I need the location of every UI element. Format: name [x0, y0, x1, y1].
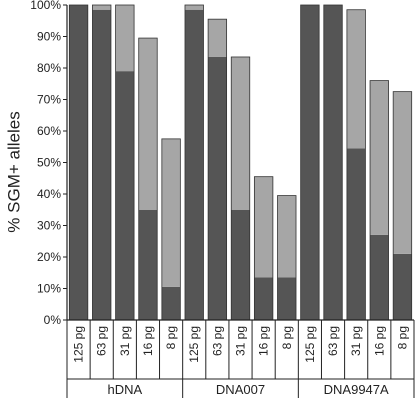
y-axis-title: % SGM+ alleles	[4, 111, 23, 232]
x-tick-label: 16 pg	[141, 326, 155, 356]
bar-dark-segment	[300, 5, 320, 320]
y-tick-label: 90%	[37, 30, 61, 44]
x-tick-label: 31 pg	[234, 326, 248, 356]
bar-dark-segment	[254, 277, 273, 320]
group-label: DNA9947A	[324, 382, 389, 397]
x-tick-label: 16 pg	[257, 326, 271, 356]
y-tick-label: 70%	[37, 93, 61, 107]
x-tick-label: 63 pg	[95, 326, 109, 356]
bar-dark-segment	[231, 209, 250, 320]
y-tick-label: 80%	[37, 61, 61, 75]
group-labels: hDNA DNA007 DNA9947A	[107, 382, 389, 397]
x-tick-label: 125 pg	[72, 326, 86, 363]
bar-dark-segment	[346, 148, 366, 320]
bar-dark-segment	[184, 9, 204, 320]
bar-dark-segment	[138, 209, 158, 320]
group-label: hDNA	[107, 382, 142, 397]
bar-dark-segment	[161, 286, 181, 320]
bar-light-segment	[92, 5, 111, 10]
bar-light-segment	[254, 176, 273, 278]
y-tick-label: 100%	[30, 0, 61, 12]
x-tick-label: 63 pg	[326, 326, 340, 356]
bar-light-segment	[161, 138, 181, 287]
bar-dark-segment	[115, 71, 135, 321]
x-tick-label: 63 pg	[210, 326, 224, 356]
y-tick-label: 30%	[37, 219, 61, 233]
x-tick-label: 31 pg	[349, 326, 363, 356]
y-tick-label: 60%	[37, 124, 61, 138]
y-axis-ticks: 0% 10% 20% 30% 40% 50% 60% 70% 80% 90% 100%	[30, 0, 67, 327]
bar-dark-segment	[277, 277, 297, 320]
x-tick-label: 8 pg	[395, 326, 409, 349]
group-label: DNA007	[216, 382, 265, 397]
bar-dark-segment	[370, 234, 389, 320]
bar-light-segment	[393, 91, 412, 254]
bar-dark-segment	[92, 9, 111, 320]
y-tick-label: 40%	[37, 187, 61, 201]
bar-light-segment	[370, 80, 389, 235]
bars	[68, 4, 413, 321]
x-tick-label: 16 pg	[372, 326, 386, 356]
bar-light-segment	[184, 5, 204, 10]
y-tick-label: 0%	[44, 313, 62, 327]
x-axis-ticks: 125 pg 63 pg 31 pg 16 pg 8 pg 125 pg 63 pg 31 p…	[66, 320, 415, 398]
bar-light-segment	[346, 9, 366, 149]
bar-dark-segment	[208, 56, 227, 320]
bar-dark-segment	[323, 5, 343, 320]
y-tick-label: 20%	[37, 250, 61, 264]
x-tick-label: 8 pg	[280, 326, 294, 349]
bar-dark-segment	[69, 5, 88, 320]
x-tick-label: 31 pg	[118, 326, 132, 356]
bar-dark-segment	[393, 253, 412, 320]
x-tick-label: 8 pg	[164, 326, 178, 349]
bar-light-segment	[231, 56, 250, 210]
bar-light-segment	[115, 5, 135, 72]
y-tick-label: 10%	[37, 282, 61, 296]
x-tick-label: 125 pg	[303, 326, 317, 363]
bar-light-segment	[277, 195, 297, 278]
x-tick-label: 125 pg	[187, 326, 201, 363]
bar-light-segment	[138, 38, 158, 210]
y-tick-label: 50%	[37, 156, 61, 170]
bar-light-segment	[208, 19, 227, 57]
